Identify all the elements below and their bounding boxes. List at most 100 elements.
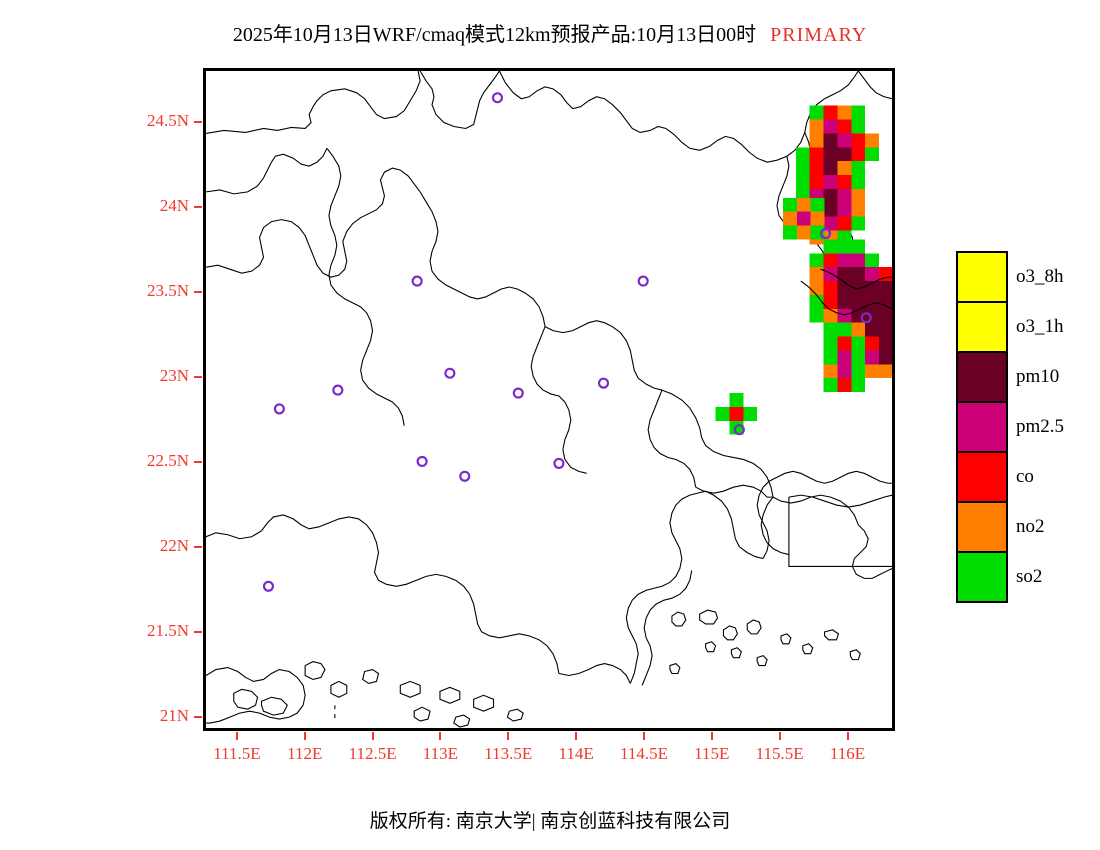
grid-cell	[796, 225, 811, 240]
y-axis-label: 23.5N	[146, 281, 189, 301]
grid-cell	[837, 267, 852, 282]
grid-cell	[837, 147, 852, 162]
x-axis-tick	[642, 732, 645, 740]
grid-cell	[823, 294, 838, 309]
grid-cell	[865, 267, 880, 282]
grid-cell	[823, 147, 838, 162]
grid-cell	[795, 175, 810, 189]
grid-cell	[823, 253, 838, 268]
grid-cell	[823, 119, 838, 134]
legend-swatch: o3_8h	[958, 253, 1064, 303]
title-main-text: 2025年10月13日WRF/cmaq模式12km预报产品:10月13日00时	[232, 24, 757, 46]
y-axis-label: 22N	[159, 536, 189, 556]
x-axis-label: 115.5E	[755, 744, 804, 763]
grid-cell	[823, 350, 838, 365]
station-marker	[491, 92, 504, 104]
grid-cell	[851, 364, 866, 379]
station-marker	[444, 367, 456, 379]
grid-cell	[823, 216, 838, 231]
grid-cell	[782, 211, 797, 226]
station-marker	[637, 275, 649, 287]
station-marker	[332, 384, 344, 396]
grid-cell	[795, 161, 810, 176]
grid-cell	[837, 336, 852, 351]
y-axis-tick	[194, 546, 202, 549]
x-axis-label: 113E	[422, 744, 459, 763]
legend-swatch: o3_1h	[958, 303, 1064, 353]
x-axis-tick	[371, 732, 374, 740]
legend-label: o3_1h	[1016, 316, 1064, 337]
grid-cell	[879, 294, 892, 309]
grid-cell	[837, 133, 852, 148]
y-axis-label: 21.5N	[146, 621, 189, 641]
grid-cell	[851, 147, 866, 162]
x-axis-label: 116E	[829, 744, 866, 763]
grid-cell	[823, 202, 838, 217]
page-title: 2025年10月13日WRF/cmaq模式12km预报产品:10月13日00时 P…	[0, 18, 1100, 47]
grid-cell	[851, 119, 866, 134]
station-marker	[459, 470, 471, 482]
grid-cell	[809, 308, 824, 323]
y-axis-tick	[194, 376, 202, 379]
station-marker	[273, 403, 285, 415]
grid-cell	[809, 147, 824, 162]
grid-cell	[809, 119, 824, 134]
grid-cell	[823, 322, 838, 337]
grid-cell	[823, 336, 838, 351]
grid-cell	[865, 336, 880, 351]
grid-cell	[823, 378, 838, 393]
grid-cell	[809, 281, 824, 295]
legend-swatch: so2	[958, 553, 1042, 601]
x-axis-label: 115E	[694, 744, 730, 763]
grid-cell	[851, 239, 866, 254]
legend-swatch: pm10	[958, 353, 1059, 403]
station-marker	[733, 424, 745, 436]
grid-cell	[782, 197, 797, 212]
grid-cell	[782, 225, 797, 240]
x-axis-tick	[507, 732, 510, 740]
y-axis-label: 22.5N	[146, 451, 189, 471]
legend-label: o3_8h	[1016, 266, 1064, 287]
station-marker	[512, 387, 524, 399]
grid-cell	[809, 133, 824, 148]
grid-cell	[851, 202, 866, 217]
legend-label: so2	[1016, 566, 1043, 587]
grid-cell	[823, 281, 838, 295]
grid-cell	[809, 267, 824, 282]
grid-cell	[851, 378, 866, 393]
grid-cell	[879, 336, 892, 351]
legend-swatch: pm2.5	[958, 403, 1064, 453]
station-marker	[553, 457, 565, 469]
x-axis-label: 114E	[558, 744, 594, 763]
grid-cell	[729, 393, 744, 407]
grid-cell	[823, 267, 838, 282]
x-axis-label: 113.5E	[484, 744, 533, 763]
y-axis-tick	[194, 461, 202, 464]
grid-cell	[823, 175, 838, 189]
copyright-footer: 版权所有: 南京大学| 南京创蓝科技有限公司	[369, 811, 731, 832]
grid-cell	[865, 308, 880, 323]
legend-label: no2	[1016, 516, 1045, 537]
grid-cell	[823, 105, 838, 120]
grid-cell	[851, 294, 866, 309]
grid-cell	[851, 216, 866, 231]
x-axis-tick	[575, 732, 578, 740]
y-axis-label: 24N	[159, 196, 189, 216]
boundary-lines	[206, 71, 892, 728]
y-axis-tick	[194, 631, 202, 634]
grid-cell	[837, 364, 852, 379]
grid-cell	[851, 133, 866, 148]
x-axis-tick	[846, 732, 849, 740]
grid-cell	[837, 378, 852, 393]
station-marker	[416, 455, 428, 467]
grid-cell	[823, 308, 838, 323]
grid-cell	[879, 364, 892, 379]
grid-cell	[879, 308, 892, 323]
legend-label: pm2.5	[1016, 416, 1065, 437]
grid-cell	[809, 175, 824, 189]
x-axis-label: 111.5E	[213, 744, 261, 763]
grid-cell	[837, 216, 852, 231]
grid-cell	[865, 133, 880, 148]
grid-cell	[837, 202, 852, 217]
station-marker	[820, 227, 832, 240]
